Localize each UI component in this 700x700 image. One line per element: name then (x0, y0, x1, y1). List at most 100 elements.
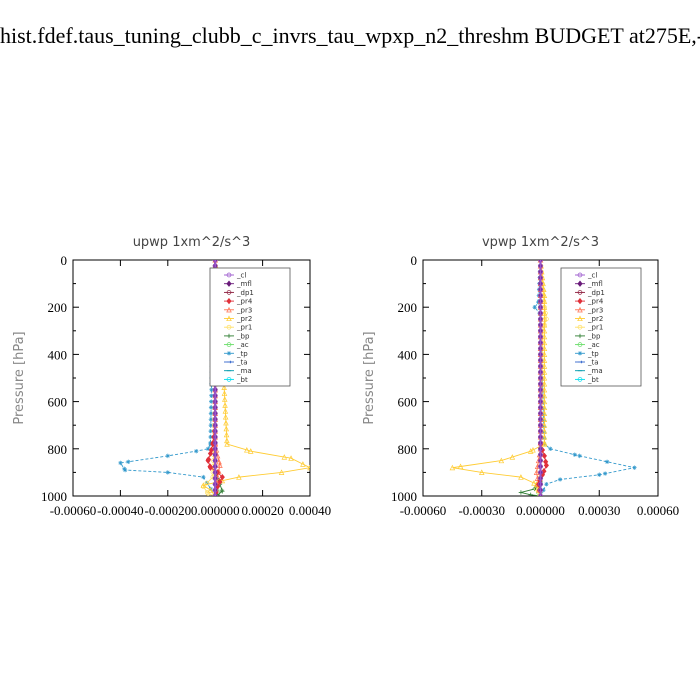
data-point (541, 351, 548, 357)
data-point (205, 446, 211, 451)
legend-marker (226, 315, 232, 322)
legend-label: _bp (236, 332, 250, 340)
data-point (538, 381, 543, 387)
x-tick-label: -0.00040 (97, 503, 144, 518)
data-point (538, 428, 543, 434)
data-point (212, 464, 218, 469)
panel-title: upwp 1xm^2/s^3 (133, 235, 251, 250)
data-point (538, 399, 543, 404)
chart-panels: upwp 1xm^2/s^3 Pressure [hPa] 0 200 400 600 80… (12, 235, 679, 518)
data-point (530, 446, 536, 453)
data-point (572, 452, 577, 457)
data-point (208, 405, 214, 410)
legend-marker (577, 360, 583, 364)
legend-entry: _pr2 (575, 315, 603, 323)
data-point (244, 446, 250, 453)
data-point (212, 458, 218, 463)
legend-marker (226, 290, 232, 295)
data-point (207, 450, 214, 457)
y-tick-label: 1000 (391, 489, 417, 504)
data-point (577, 453, 582, 459)
data-point (538, 269, 543, 275)
data-point (538, 310, 543, 316)
data-point (541, 345, 548, 352)
legend-entry: _pr4 (224, 298, 253, 306)
data-point (208, 428, 213, 434)
data-point (207, 464, 214, 471)
data-point (604, 459, 610, 464)
data-point (541, 487, 546, 493)
data-point (212, 422, 218, 428)
data-point (217, 478, 223, 486)
data-point (538, 340, 543, 345)
legend-entry: _ac (575, 341, 600, 349)
data-point (212, 487, 218, 493)
data-point (209, 387, 214, 392)
series-cl (538, 260, 543, 496)
data-point (205, 457, 211, 464)
legend-marker (577, 324, 583, 330)
data-point (548, 446, 553, 451)
legend-marker (577, 351, 583, 356)
data-point (538, 346, 543, 351)
legend-marker (226, 272, 232, 278)
data-point (223, 431, 230, 438)
data-point (212, 440, 218, 446)
data-point (541, 398, 548, 405)
legend-label: _ac (236, 341, 249, 349)
legend-entry: _bt (224, 376, 248, 384)
data-point (541, 386, 548, 393)
data-point (527, 448, 534, 454)
data-point (449, 464, 456, 471)
data-point (538, 352, 543, 357)
data-point (194, 448, 199, 454)
legend-marker (577, 306, 583, 313)
legend-label: _tp (587, 350, 599, 358)
data-point (223, 419, 229, 426)
data-point (300, 461, 306, 467)
data-point (602, 471, 608, 476)
data-point (118, 460, 123, 466)
data-point (538, 334, 543, 340)
data-point (538, 322, 543, 328)
data-point (538, 316, 543, 322)
y-tick-label: 200 (398, 300, 418, 315)
data-point (212, 260, 218, 263)
data-point (212, 428, 218, 434)
y-tick-label: 0 (61, 253, 68, 268)
data-point (236, 474, 242, 480)
legend-label: _pr4 (587, 298, 604, 306)
legend-marker (226, 333, 232, 339)
data-point (221, 396, 228, 402)
data-point (538, 434, 543, 440)
data-point (538, 275, 543, 281)
y-tick-label: 200 (48, 300, 68, 315)
data-point (224, 441, 230, 447)
legend-entry: _pr3 (224, 306, 252, 314)
legend-entry: _pr2 (224, 315, 252, 323)
legend-entry: _cl (224, 272, 246, 280)
panel-title: vpwp 1xm^2/s^3 (482, 235, 599, 250)
legend-entry: _pr3 (575, 306, 603, 314)
data-point (541, 418, 546, 423)
data-point (538, 328, 543, 334)
data-point (212, 399, 218, 404)
legend-marker (226, 342, 232, 347)
data-point (212, 493, 218, 496)
data-point (201, 474, 206, 480)
data-point (208, 417, 214, 422)
legend-entry: _pr1 (575, 324, 603, 332)
series-line (119, 260, 216, 496)
y-tick-label: 400 (48, 347, 68, 362)
data-point (518, 490, 524, 495)
data-point (278, 469, 285, 475)
data-point (532, 305, 537, 310)
chart-panel-1: upwp 1xm^2/s^3 Pressure [hPa] 0 200 400 600 80… (12, 235, 331, 518)
series-line (452, 260, 545, 496)
data-point (541, 321, 548, 328)
data-point (538, 475, 543, 481)
data-point (200, 482, 207, 488)
data-point (541, 375, 548, 381)
data-point (212, 446, 218, 452)
